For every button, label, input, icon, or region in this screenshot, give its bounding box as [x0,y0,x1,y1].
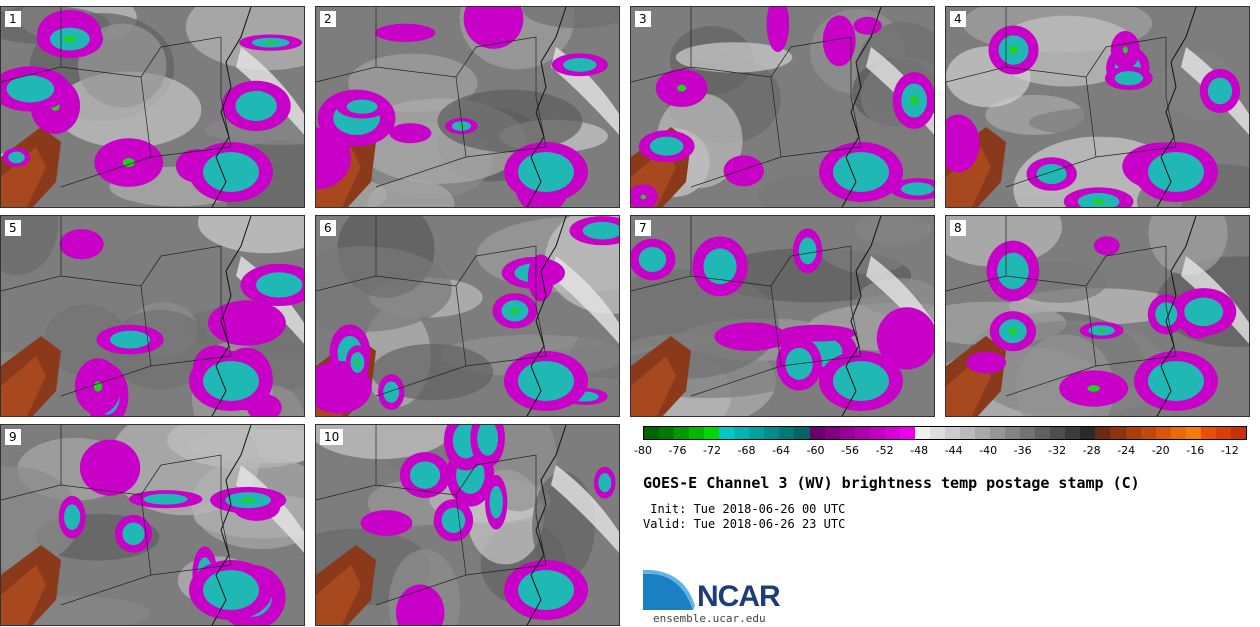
colorbar-segment [1185,427,1201,439]
colorbar-tick-label: -60 [806,444,825,457]
colorbar-tick-labels: -80 -76 -72 -68 -64 -60 -56 -52 -48 -44 -40 -36 -32 -… [634,444,1247,458]
colorbar-segment [959,427,976,439]
colorbar-tick-label: -36 [1013,444,1032,457]
postage-stamp-panel: 2 [315,6,620,208]
water-vapor-map [316,7,619,207]
colorbar-segment [975,427,991,439]
colorbar-tick-label: -64 [772,444,791,457]
water-vapor-map [1,425,304,625]
colorbar-segment [1095,427,1111,439]
water-vapor-map [1,216,304,416]
colorbar-tick-label: -28 [1082,444,1101,457]
postage-stamp-panel: 7 [630,215,935,417]
colorbar-tick-label: -32 [1048,444,1067,457]
postage-stamp-panel: 4 [945,6,1250,208]
colorbar-segment [1110,427,1126,439]
colorbar-segment [704,427,720,439]
colorbar-tick-label: -16 [1186,444,1205,457]
colorbar-segment [1065,427,1081,439]
panel-number: 10 [320,429,344,445]
valid-time: Valid: Tue 2018-06-26 23 UTC [643,517,846,531]
colorbar-tick-label: -68 [737,444,756,457]
water-vapor-map [1,7,304,207]
colorbar-tick-label: -76 [668,444,687,457]
colorbar-segment [869,427,885,439]
panel-number: 3 [635,11,651,27]
colorbar-segment [1080,427,1096,439]
colorbar-segment [1215,427,1231,439]
panel-number: 4 [950,11,966,27]
colorbar-segment [839,427,855,439]
logo-text: NCAR [697,580,781,613]
panel-number: 9 [5,429,21,445]
colorbar-tick-label: -24 [1117,444,1136,457]
colorbar [643,426,1247,440]
water-vapor-map [316,425,619,625]
colorbar-segment [1140,427,1156,439]
postage-stamp-panel: 1 [0,6,305,208]
colorbar-tick-label: -52 [875,444,894,457]
colorbar-segment [1230,427,1246,439]
logo-url: ensemble.ucar.edu [653,612,766,625]
colorbar-segment [1170,427,1186,439]
figure-title: GOES-E Channel 3 (WV) brightness temp po… [643,474,1140,492]
water-vapor-map [946,216,1249,416]
colorbar-tick-label: -56 [841,444,860,457]
panel-number: 8 [950,220,966,236]
postage-stamp-panel: 6 [315,215,620,417]
colorbar-segment [1005,427,1021,439]
colorbar-segment [824,427,840,439]
colorbar-segment [749,427,765,439]
ncar-logo-icon [643,570,695,610]
colorbar-segment [884,427,900,439]
colorbar-segment [914,427,930,439]
colorbar-tick-label: -40 [979,444,998,457]
colorbar-segment [809,427,825,439]
postage-stamp-panel: 3 [630,6,935,208]
colorbar-tick-label: -12 [1220,444,1239,457]
colorbar-tick-label: -44 [944,444,963,457]
water-vapor-map [631,216,934,416]
water-vapor-map [946,7,1249,207]
panel-number: 1 [5,11,21,27]
panel-number: 7 [635,220,651,236]
colorbar-segment [899,427,915,439]
colorbar-segment [674,427,690,439]
colorbar-segment [734,427,750,439]
water-vapor-map [316,216,619,416]
postage-stamp-panel: 9 [0,424,305,626]
postage-stamp-panel: 8 [945,215,1250,417]
colorbar-tick-label: -72 [703,444,721,457]
colorbar-segment [719,427,735,439]
colorbar-segment [1020,427,1036,439]
init-time: Init: Tue 2018-06-26 00 UTC [643,502,846,516]
colorbar-tick-label: -20 [1151,444,1170,457]
colorbar-segment [1050,427,1066,439]
colorbar-segment [990,427,1006,439]
colorbar-segment [764,427,780,439]
colorbar-segment [1200,427,1216,439]
colorbar-segment [779,427,795,439]
colorbar-segment [1125,427,1141,439]
panel-number: 2 [320,11,336,27]
colorbar-segment [794,427,810,439]
panel-number: 5 [5,220,21,236]
colorbar-segment [1155,427,1171,439]
colorbar-segment [689,427,705,439]
panel-number: 6 [320,220,336,236]
water-vapor-map [631,7,934,207]
colorbar-segment [944,427,960,439]
colorbar-segment [854,427,870,439]
colorbar-segment [644,427,660,439]
colorbar-segment [659,427,675,439]
postage-stamp-panel: 10 [315,424,620,626]
colorbar-tick-label: -48 [910,444,929,457]
postage-stamp-panel: 5 [0,215,305,417]
colorbar-segment [929,427,945,439]
colorbar-segment [1035,427,1051,439]
colorbar-tick-label: -80 [634,444,652,457]
